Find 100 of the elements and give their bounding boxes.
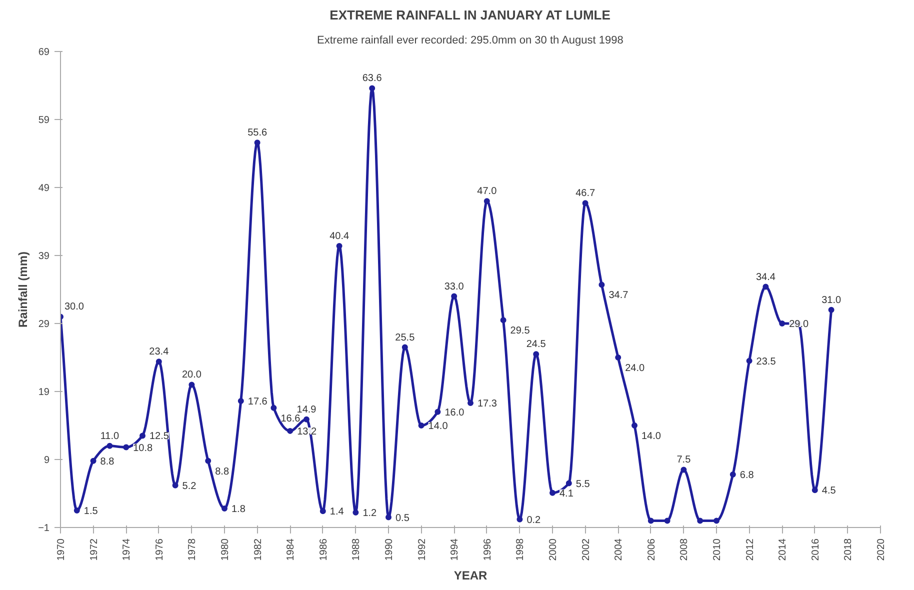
data-label: 33.0	[444, 281, 464, 292]
point	[238, 398, 244, 404]
point	[697, 518, 704, 524]
x-tick-label: 1972	[88, 538, 100, 561]
point	[714, 518, 720, 524]
data-label: 63.6	[362, 73, 382, 84]
point	[779, 320, 786, 326]
x-tick-label: 1998	[515, 538, 526, 561]
data-label: 40.4	[330, 230, 350, 242]
data-label: 8.8	[100, 456, 115, 468]
point	[156, 358, 162, 365]
point	[287, 428, 294, 434]
point	[468, 400, 474, 406]
x-tick-label: 2018	[843, 538, 854, 561]
data-label: 24.5	[526, 339, 546, 350]
point	[74, 508, 80, 514]
data-label: 10.8	[133, 442, 153, 454]
data-label: 1.4	[330, 506, 344, 518]
data-label: 5.5	[576, 478, 590, 490]
point	[500, 317, 506, 324]
x-tick-label: 2000	[548, 538, 559, 561]
point	[598, 282, 605, 288]
point	[828, 306, 834, 313]
point	[386, 514, 392, 520]
chart-title: EXTREME RAINFALL IN JANUARY AT LUMLE	[330, 8, 611, 22]
data-label: 34.7	[608, 290, 629, 302]
point	[270, 404, 277, 411]
x-tick-label: 2002	[580, 538, 592, 561]
y-tick-label: 19	[38, 387, 50, 398]
point	[140, 432, 146, 439]
point	[648, 518, 654, 524]
point	[402, 344, 408, 350]
data-label: 14.9	[296, 404, 317, 416]
data-label: 55.6	[248, 128, 268, 139]
data-label: 34.4	[756, 272, 776, 283]
x-tick-label: 1974	[122, 538, 133, 561]
point	[582, 200, 588, 206]
point	[434, 408, 441, 415]
data-label: 11.0	[100, 430, 120, 442]
point	[762, 284, 769, 290]
data-label: 14.0	[642, 431, 662, 442]
data-label: 46.7	[576, 188, 596, 200]
point	[615, 354, 622, 360]
point	[304, 416, 310, 422]
y-axis-title: Rainfall (mm)	[16, 251, 30, 328]
point	[533, 351, 540, 358]
data-label: 5.2	[182, 480, 197, 492]
x-tick-label: 2006	[646, 538, 658, 561]
data-label: 13.2	[297, 426, 317, 438]
point	[205, 458, 212, 464]
data-label: 23.4	[149, 346, 170, 358]
y-tick-label: 39	[38, 251, 50, 262]
point	[369, 85, 376, 92]
data-label: 7.5	[676, 454, 692, 466]
y-tick-label: 9	[44, 455, 50, 466]
point	[90, 458, 96, 464]
data-label: 29.0	[789, 319, 809, 330]
data-label: 17.6	[248, 396, 268, 408]
y-tick-label: 69	[38, 47, 50, 58]
x-tick-label: 2012	[744, 538, 756, 561]
point	[352, 510, 359, 516]
data-label: 17.3	[478, 398, 498, 410]
point	[188, 382, 195, 388]
x-tick-label: 1992	[416, 538, 428, 561]
data-label: 1.2	[362, 508, 378, 520]
x-tick-label: 1988	[351, 538, 362, 561]
point	[812, 487, 818, 494]
data-label: 8.8	[215, 466, 230, 478]
x-tick-label: 1994	[450, 538, 461, 561]
data-label: 0.2	[526, 514, 542, 526]
point	[484, 198, 490, 204]
data-label: 30.0	[64, 302, 84, 313]
data-label: 14.0	[428, 421, 448, 432]
point	[336, 242, 342, 249]
x-axis-title: YEAR	[454, 568, 488, 583]
x-tick-label: 1970	[56, 538, 67, 561]
point	[550, 490, 556, 496]
point	[680, 466, 687, 473]
point	[418, 422, 424, 428]
y-tick-label: 59	[38, 115, 50, 126]
x-tick-label: 1982	[252, 538, 264, 561]
data-label: 6.8	[740, 470, 754, 481]
point	[123, 444, 130, 450]
data-label: 24.0	[625, 363, 645, 374]
point	[106, 442, 113, 449]
data-label: 1.5	[84, 506, 98, 517]
data-label: 12.5	[150, 431, 170, 442]
x-tick-label: 1996	[482, 538, 494, 561]
x-tick-label: 1978	[187, 538, 198, 561]
y-tick-label: 29	[38, 319, 50, 330]
data-label: 31.0	[822, 294, 842, 306]
point	[172, 482, 178, 488]
x-tick-label: 1984	[286, 538, 297, 561]
y-tick-label: 49	[38, 183, 50, 194]
x-tick-label: 1986	[318, 538, 330, 561]
point	[746, 358, 752, 364]
x-tick-label: 2020	[876, 538, 887, 561]
point	[664, 518, 670, 524]
point	[632, 422, 638, 428]
point	[451, 293, 458, 300]
